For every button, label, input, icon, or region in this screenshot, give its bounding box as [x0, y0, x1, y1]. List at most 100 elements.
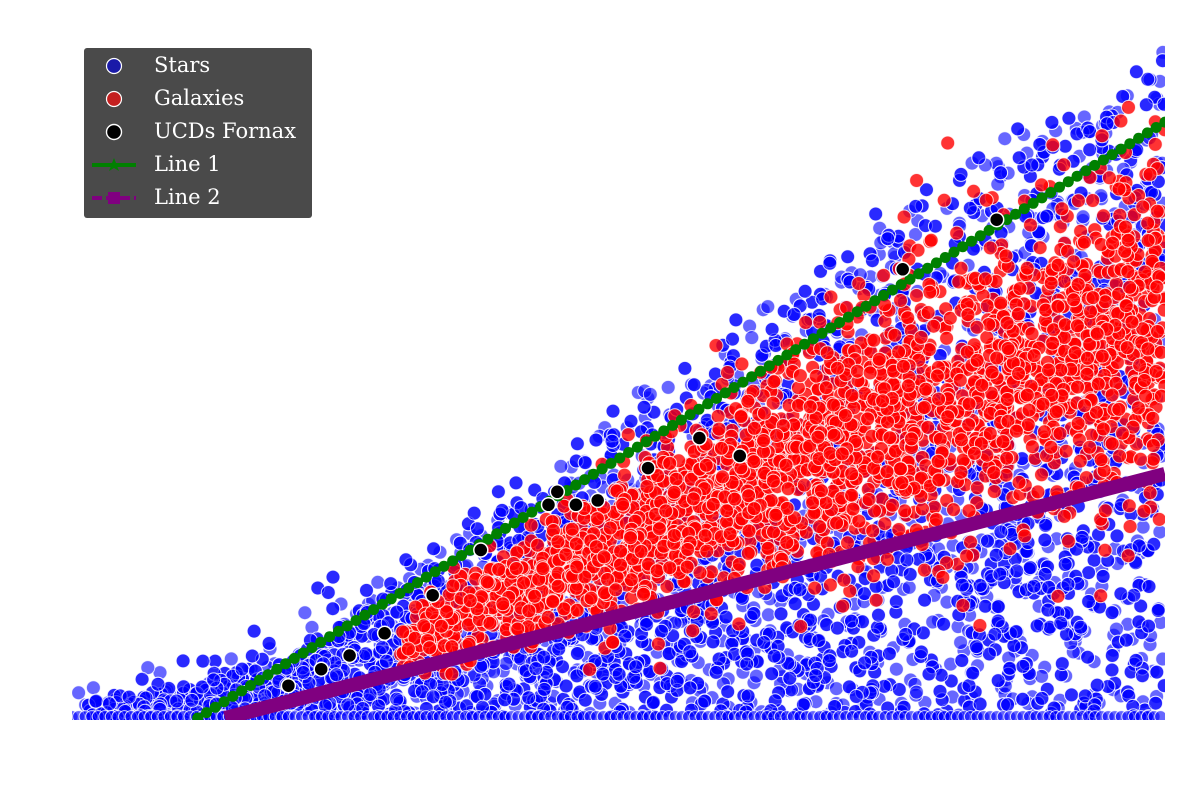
star-point — [642, 386, 658, 402]
star-point — [988, 547, 1004, 563]
star-point — [577, 692, 593, 708]
star-point — [1118, 632, 1134, 648]
star-point — [150, 676, 166, 692]
star-point — [389, 604, 405, 620]
star-point — [1057, 557, 1073, 572]
star-point — [932, 683, 948, 699]
star-point — [1037, 566, 1053, 582]
star-point — [1010, 121, 1026, 137]
plot-area — [72, 44, 1165, 720]
star-point — [829, 620, 845, 636]
star-point — [1149, 664, 1165, 680]
star-point — [857, 655, 873, 671]
star-point — [175, 653, 191, 669]
star-point — [72, 685, 87, 701]
star-point — [927, 218, 943, 234]
star-point — [1113, 586, 1129, 602]
star-point — [739, 656, 755, 672]
star-point — [899, 552, 915, 568]
star-point — [977, 598, 993, 614]
star-point — [325, 601, 341, 617]
star-point — [1015, 691, 1031, 707]
star-point — [1126, 587, 1142, 603]
star-point — [828, 681, 844, 697]
star-point — [490, 484, 506, 500]
star-point — [840, 249, 856, 265]
star-point — [1082, 124, 1098, 140]
star-point — [797, 283, 813, 299]
star-point — [748, 668, 764, 684]
star-point — [359, 582, 374, 598]
star-point — [551, 641, 567, 657]
star-point — [654, 623, 669, 639]
star-point — [756, 635, 772, 650]
star-point — [660, 379, 676, 395]
star-point — [1044, 114, 1060, 130]
star-point — [1000, 697, 1016, 713]
star-point — [623, 413, 639, 429]
star-point — [1075, 209, 1091, 225]
star-point — [792, 582, 808, 598]
star-point — [682, 680, 698, 696]
star-point — [822, 255, 838, 271]
star-point — [881, 646, 897, 662]
star-point — [558, 678, 574, 694]
star-point — [888, 594, 904, 610]
star-point — [972, 696, 988, 712]
star-point — [746, 606, 762, 621]
star-point — [921, 666, 937, 682]
star-point — [553, 458, 569, 474]
star-point — [764, 666, 780, 682]
star-point — [720, 684, 736, 700]
star-point — [728, 312, 744, 328]
star-point — [1024, 157, 1040, 173]
star-point — [880, 231, 896, 247]
star-point — [494, 502, 510, 518]
star-point — [913, 644, 929, 660]
star-point — [1061, 110, 1077, 126]
star-point — [891, 682, 907, 697]
star-point — [990, 599, 1006, 615]
star-point — [195, 653, 211, 669]
star-point — [297, 605, 313, 621]
star-point — [953, 635, 969, 650]
star-point — [990, 673, 1006, 689]
star-point — [169, 693, 185, 709]
star-point — [398, 552, 414, 568]
star-point — [1141, 618, 1157, 634]
star-point — [595, 666, 611, 682]
star-point — [383, 576, 399, 592]
star-point — [536, 681, 552, 697]
star-point — [1008, 624, 1024, 640]
star-point — [902, 566, 918, 582]
star-point — [569, 646, 585, 661]
star-point — [1155, 651, 1165, 667]
star-point — [85, 680, 101, 696]
star-point — [1135, 519, 1151, 535]
star-point — [1128, 64, 1144, 80]
star-point — [811, 633, 827, 648]
star-point — [936, 616, 952, 632]
star-point — [981, 646, 997, 662]
star-point — [1034, 668, 1050, 684]
star-point — [773, 606, 789, 622]
star-point — [244, 648, 260, 664]
star-point — [374, 640, 390, 655]
star-point — [588, 432, 604, 448]
star-point — [821, 653, 837, 669]
star-point — [1155, 53, 1165, 69]
star-point — [1108, 621, 1124, 637]
star-point — [1131, 538, 1147, 554]
star-point — [868, 206, 884, 222]
star-point — [88, 693, 104, 709]
star-point — [1034, 690, 1050, 706]
star-point — [1015, 658, 1031, 674]
star-point — [744, 330, 760, 346]
star-point — [740, 688, 756, 704]
star-point — [1156, 96, 1165, 112]
star-point — [1081, 565, 1097, 581]
star-point — [908, 198, 924, 214]
star-point — [993, 165, 1009, 181]
star-point — [605, 403, 621, 419]
star-point — [686, 377, 702, 393]
